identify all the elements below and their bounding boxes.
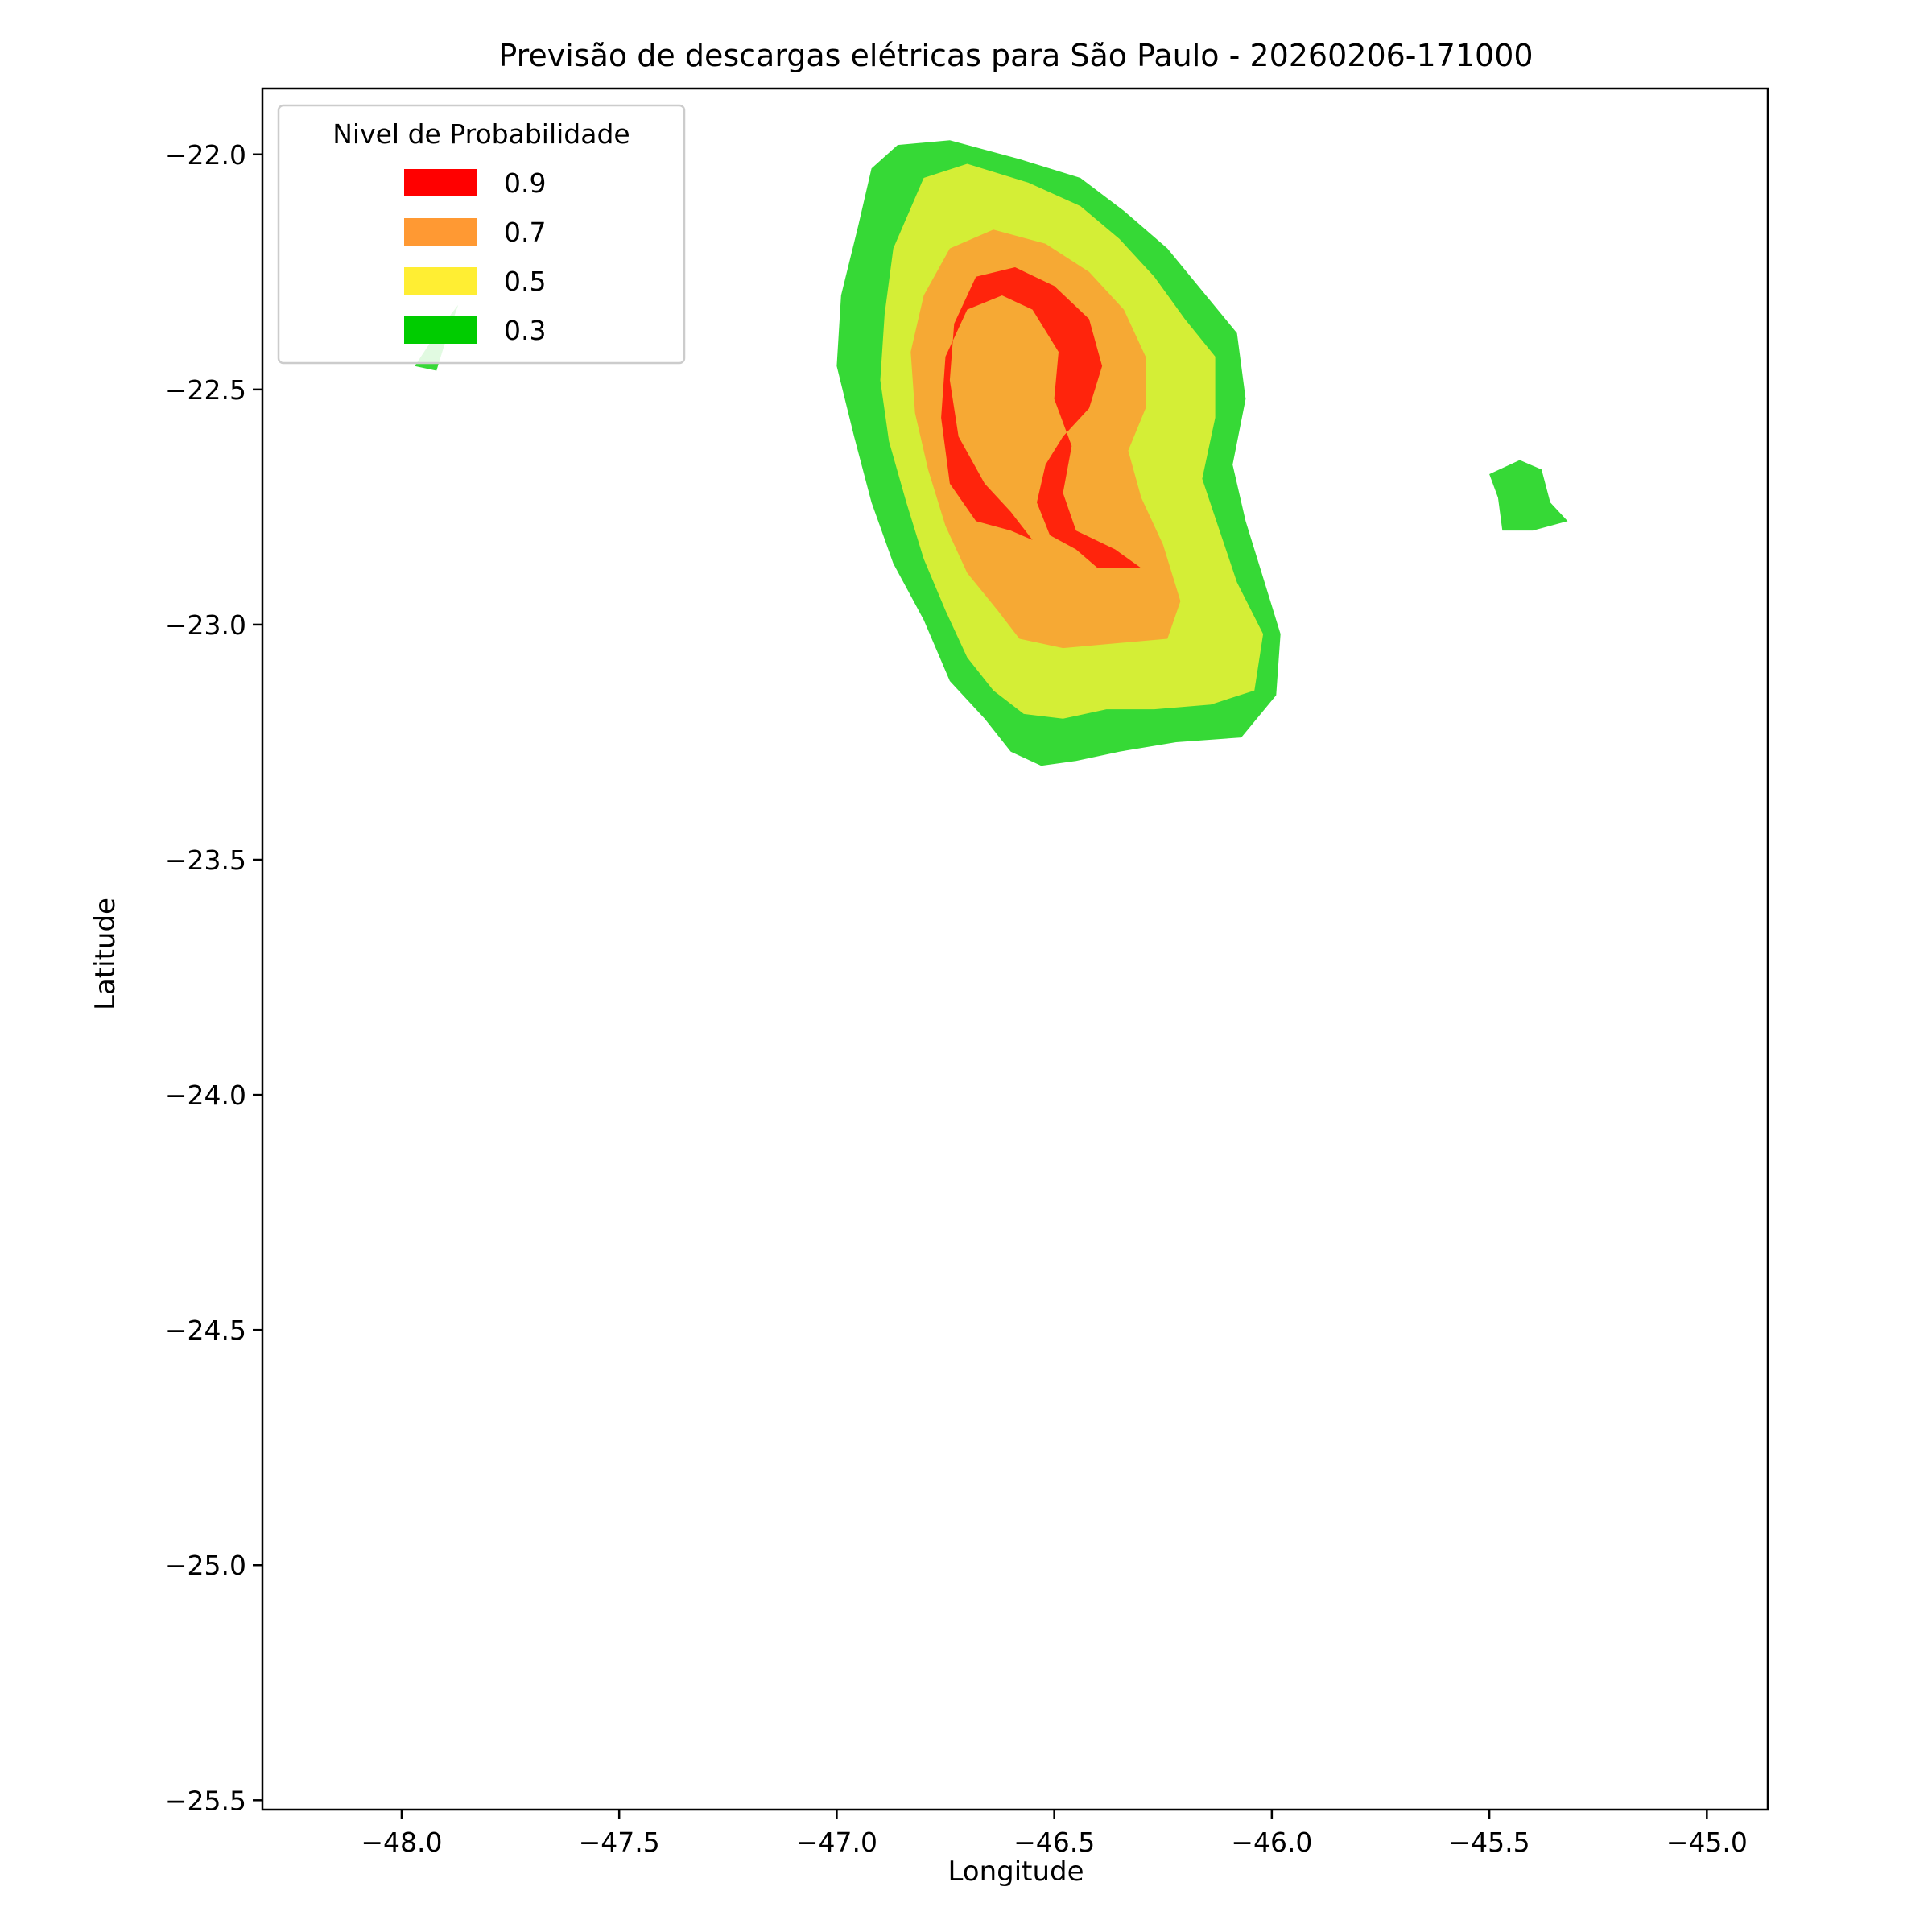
x-axis: −48.0 −47.5 −47.0 −46.5 −46.0 −45.5 −45.0 (361, 1810, 1748, 1858)
contour-region-0_7-0 (910, 229, 1181, 649)
plot-frame (261, 87, 1769, 1811)
y-tick-label: −22.0 (165, 139, 246, 171)
legend-box (277, 104, 686, 365)
legend-label: 0.3 (504, 315, 546, 346)
legend-title: Nivel de Probabilidade (332, 118, 630, 150)
y-axis: −22.0 −22.5 −23.0 −23.5 −24.0 −24.5 −25.0 −25.5 (165, 139, 262, 1816)
x-tick-label: −48.0 (361, 1827, 442, 1858)
x-tick-label: −46.0 (1231, 1827, 1312, 1858)
x-tick-label: −46.5 (1013, 1827, 1095, 1858)
legend-swatch (404, 316, 477, 344)
x-tick-label: −45.0 (1666, 1827, 1748, 1858)
y-axis-label: Latitude (89, 898, 122, 1010)
y-tick-label: −24.0 (165, 1080, 246, 1111)
x-tick-label: −45.5 (1449, 1827, 1530, 1858)
legend-swatch (404, 169, 477, 196)
x-tick-label: −47.0 (796, 1827, 877, 1858)
legend-label: 0.9 (504, 167, 546, 199)
y-tick-label: −25.0 (165, 1550, 246, 1581)
legend-swatch (404, 218, 477, 246)
chart-title: Previsão de descargas elétricas para São… (498, 38, 1533, 73)
contour-region-0_9-0 (941, 267, 1141, 568)
y-tick-label: −25.5 (165, 1785, 246, 1816)
x-axis-label: Longitude (947, 1856, 1084, 1888)
legend-label: 0.7 (504, 217, 546, 248)
legend: Nivel de Probabilidade 0.9 0.7 0.5 0.3 (277, 104, 686, 365)
legend-label: 0.5 (504, 266, 546, 297)
y-tick-label: −24.5 (165, 1315, 246, 1346)
x-tick-label: −47.5 (579, 1827, 660, 1858)
contour-region-0_3-2 (1489, 460, 1568, 531)
y-tick-label: −23.5 (165, 844, 246, 876)
legend-swatch (404, 267, 477, 295)
contour-layer (415, 140, 1568, 766)
y-tick-label: −23.0 (165, 609, 246, 641)
y-tick-label: −22.5 (165, 374, 246, 406)
